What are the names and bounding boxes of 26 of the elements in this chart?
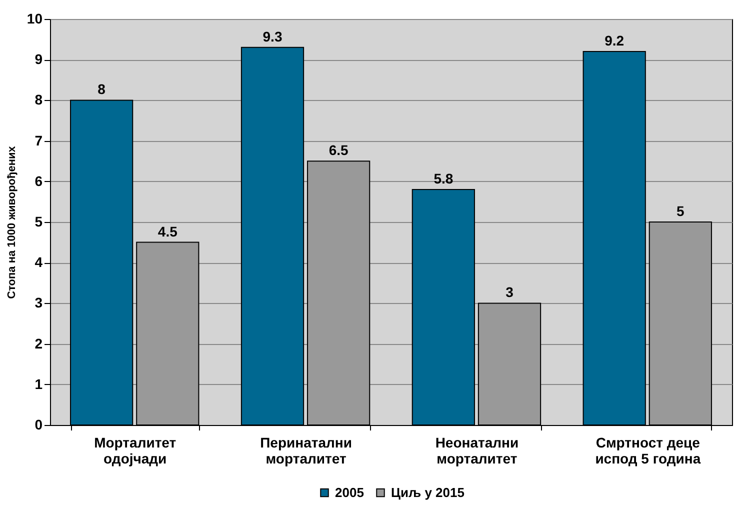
y-tick-label: 9 — [34, 51, 43, 68]
data-label: 6.5 — [328, 142, 349, 158]
x-tick-label: Неонатални морталитет — [435, 434, 519, 466]
y-tick-label: 3 — [34, 294, 43, 311]
y-tick-label: 4 — [34, 254, 43, 270]
legend-label: 2005 — [335, 484, 364, 500]
data-label: 5 — [676, 203, 685, 219]
x-tick-label: Смртност деце испод 5 година — [595, 434, 701, 466]
y-tick-label: 8 — [34, 92, 43, 108]
data-label: 9.3 — [262, 28, 282, 44]
y-tick-label: 7 — [34, 132, 43, 148]
data-label: 8 — [98, 81, 106, 98]
y-tick-label: 5 — [34, 214, 43, 230]
y-axis-title: Стопа на 1000 живорођених — [6, 145, 18, 299]
data-label: 9.2 — [604, 32, 624, 48]
data-label: 4.5 — [158, 223, 178, 240]
data-label: 3 — [506, 284, 514, 300]
y-tick-label: 6 — [34, 172, 43, 189]
x-tick-label: Морталитет одојчади — [94, 434, 176, 466]
x-tick-label: Перинатални морталитет — [260, 434, 352, 466]
legend-label: Циљ у 2015 — [391, 484, 464, 500]
data-label: 5.8 — [434, 170, 454, 187]
y-tick-label: 10 — [26, 10, 43, 26]
y-tick-label: 1 — [34, 376, 43, 392]
y-tick-label: 0 — [34, 416, 43, 432]
y-tick-label: 2 — [34, 335, 43, 352]
